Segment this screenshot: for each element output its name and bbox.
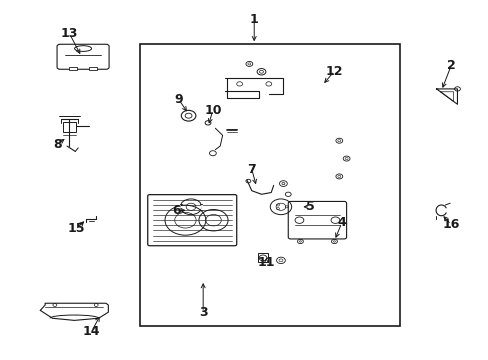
FancyBboxPatch shape [147,195,236,246]
Text: 3: 3 [199,306,207,319]
Text: 1: 1 [249,13,258,26]
Text: 6: 6 [172,204,181,217]
Text: 15: 15 [68,222,85,235]
Text: 4: 4 [337,216,346,229]
Text: 2: 2 [446,59,455,72]
Text: 7: 7 [247,163,256,176]
Text: 9: 9 [174,93,183,106]
Text: 8: 8 [53,138,61,151]
FancyBboxPatch shape [287,202,346,239]
Text: 12: 12 [325,64,343,77]
Text: 14: 14 [82,325,100,338]
Text: 10: 10 [203,104,221,117]
FancyBboxPatch shape [57,44,109,69]
Bar [89,67,97,70]
Bar [69,67,77,70]
Text: 11: 11 [257,256,275,269]
Text: 5: 5 [305,200,314,213]
Bar [63,122,76,132]
Text: 13: 13 [61,27,78,40]
Text: 16: 16 [442,218,459,231]
Ellipse shape [74,46,91,51]
Bar [140,44,399,327]
Bar [257,253,268,262]
